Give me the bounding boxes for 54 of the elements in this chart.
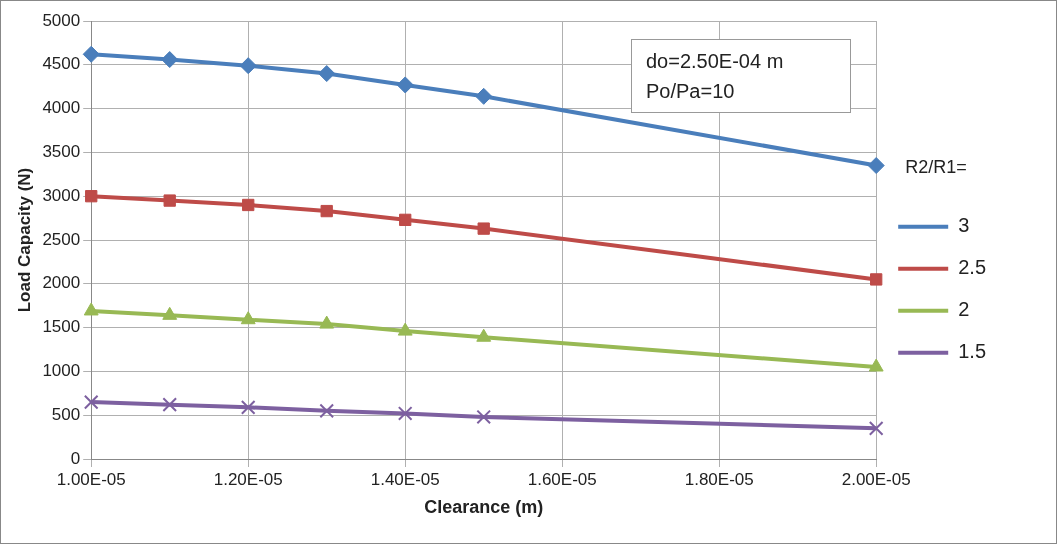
x-tick-label: 2.00E-05 [841, 469, 911, 489]
point [240, 311, 256, 325]
x-tick-label: 1.20E-05 [213, 469, 283, 489]
y-tick-label: 2500 [42, 229, 81, 249]
x-tick-label: 1.00E-05 [56, 469, 126, 489]
point [82, 45, 100, 63]
point [397, 406, 413, 421]
y-tick-label: 3000 [42, 185, 81, 205]
point [399, 213, 412, 227]
y-tick-label: 3500 [42, 142, 81, 162]
x-tick-label: 1.80E-05 [684, 469, 754, 489]
point [319, 315, 335, 329]
y-tick-label: 500 [51, 404, 81, 424]
point [162, 306, 178, 320]
y-tick-label: 4500 [42, 54, 81, 74]
point [477, 222, 490, 235]
point [475, 87, 493, 105]
point [476, 409, 492, 425]
point [396, 76, 414, 94]
point [320, 204, 333, 218]
y-tick-label: 2000 [42, 273, 81, 293]
point [162, 397, 178, 413]
legend-label: 3 [958, 214, 970, 237]
legend-label: 2.5 [958, 256, 987, 279]
point [242, 198, 255, 212]
point [868, 358, 884, 372]
x-tick-label: 1.40E-05 [370, 469, 440, 489]
y-axis-title: Load Capacity (N) [14, 167, 34, 313]
note-box: do=2.50E-04 m Po/Pa=10 [631, 39, 851, 113]
y-tick-label: 1500 [42, 317, 81, 337]
annotation: Po/Pa=10 [646, 79, 736, 104]
y-tick-label: 5000 [42, 10, 81, 30]
point [318, 65, 336, 83]
annotation: do=2.50E-04 m [646, 49, 785, 74]
legend-label: 2 [958, 298, 970, 321]
point [161, 51, 179, 69]
point [397, 322, 413, 336]
y-tick-label: 0 [70, 448, 81, 468]
point [163, 194, 176, 207]
legend-label: 1.5 [958, 340, 987, 363]
point [867, 157, 885, 175]
x-axis-title: Clearance (m) [424, 497, 544, 518]
point [83, 302, 99, 316]
point [83, 394, 99, 410]
point [240, 399, 256, 415]
legend-title: R2/R1= [905, 157, 967, 178]
point [476, 328, 492, 342]
y-tick-label: 4000 [42, 98, 81, 118]
y-tick-label: 1000 [42, 361, 81, 381]
point [868, 420, 884, 436]
point [319, 403, 335, 419]
x-tick-label: 1.60E-05 [527, 469, 597, 489]
point [239, 57, 257, 75]
point [870, 273, 883, 286]
